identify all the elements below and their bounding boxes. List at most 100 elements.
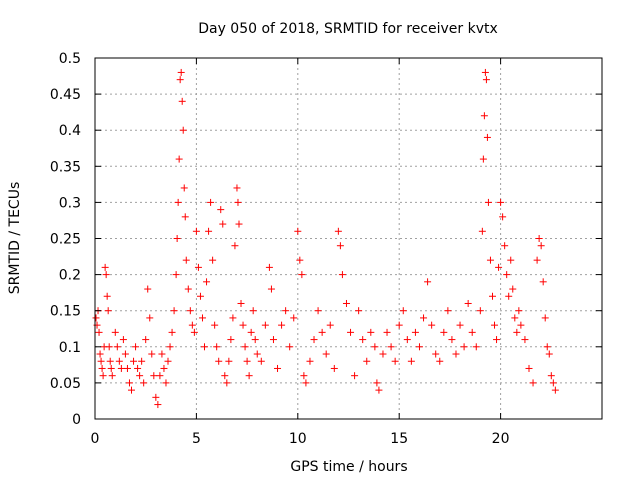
data-point (217, 206, 225, 214)
data-point (539, 278, 547, 286)
data-point (213, 343, 221, 351)
y-tick-label: 0.25 (50, 232, 81, 248)
data-point (507, 256, 515, 264)
data-point (347, 328, 355, 336)
data-point (513, 328, 521, 336)
data-point (103, 292, 111, 300)
y-axis-label: SRMTID / TECUs (7, 182, 23, 295)
data-point (146, 314, 154, 322)
data-point (182, 256, 190, 264)
data-point (549, 379, 557, 387)
data-point (460, 343, 468, 351)
data-point (533, 256, 541, 264)
data-point (310, 336, 318, 344)
data-point (478, 227, 486, 235)
data-point (115, 357, 123, 365)
data-point (97, 357, 105, 365)
data-point (495, 263, 503, 271)
data-point (338, 271, 346, 279)
data-point (456, 321, 464, 329)
data-point (209, 256, 217, 264)
data-point (407, 357, 415, 365)
data-point (107, 364, 115, 372)
x-axis-label: GPS time / hours (290, 459, 407, 475)
data-point (479, 155, 487, 163)
data-point (121, 350, 129, 358)
data-point (192, 227, 200, 235)
data-point (452, 350, 460, 358)
data-point (351, 372, 359, 380)
data-point (267, 285, 275, 293)
data-point (251, 336, 259, 344)
data-point (476, 307, 484, 315)
data-point (501, 242, 509, 250)
data-point (154, 401, 162, 409)
data-point (373, 379, 381, 387)
data-point (424, 278, 432, 286)
data-point (296, 256, 304, 264)
y-tick-label: 0.05 (50, 376, 81, 392)
data-point (152, 393, 160, 401)
x-tick-labels: 0 5 10 15 20 (91, 431, 510, 447)
data-point (395, 321, 403, 329)
data-point (367, 328, 375, 336)
data-point (484, 198, 492, 206)
data-point (227, 336, 235, 344)
data-point (253, 350, 261, 358)
data-point (196, 292, 204, 300)
data-point (168, 328, 176, 336)
data-point (181, 213, 189, 221)
data-point (221, 372, 229, 380)
data-points (92, 68, 559, 409)
data-point (440, 328, 448, 336)
data-point (225, 357, 233, 365)
data-point (383, 328, 391, 336)
data-point (175, 155, 183, 163)
data-point (176, 76, 184, 84)
y-tick-label: 0.3 (59, 195, 81, 211)
data-point (104, 307, 112, 315)
data-point (415, 343, 423, 351)
data-point (493, 336, 501, 344)
data-point (106, 357, 114, 365)
data-point (205, 227, 213, 235)
data-point (186, 307, 194, 315)
chart-title: Day 050 of 2018, SRMTID for receiver kvt… (198, 21, 498, 37)
data-point (265, 263, 273, 271)
data-point (136, 372, 144, 380)
x-tick-label: 15 (390, 431, 408, 447)
data-point (547, 372, 555, 380)
data-point (247, 328, 255, 336)
x-tick-label: 10 (289, 431, 307, 447)
data-point (529, 379, 537, 387)
data-point (140, 379, 148, 387)
data-point (134, 364, 142, 372)
data-point (201, 343, 209, 351)
data-point (160, 364, 168, 372)
data-point (166, 343, 174, 351)
data-point (99, 372, 107, 380)
data-point (148, 350, 156, 358)
data-point (207, 198, 215, 206)
data-point (130, 357, 138, 365)
data-point (98, 364, 106, 372)
data-point (101, 263, 109, 271)
data-point (483, 133, 491, 141)
y-tick-label: 0.45 (50, 87, 81, 103)
data-point (144, 285, 152, 293)
data-point (278, 321, 286, 329)
data-point (432, 350, 440, 358)
data-point (306, 357, 314, 365)
data-point (363, 357, 371, 365)
y-tick-label: 0 (72, 412, 81, 428)
data-point (379, 350, 387, 358)
data-point (198, 314, 206, 322)
data-point (509, 285, 517, 293)
data-point (215, 357, 223, 365)
data-point (290, 314, 298, 322)
y-tick-label: 0.5 (59, 51, 81, 67)
data-point (543, 343, 551, 351)
data-point (505, 292, 513, 300)
data-point (241, 343, 249, 351)
x-tick-label: 5 (192, 431, 201, 447)
